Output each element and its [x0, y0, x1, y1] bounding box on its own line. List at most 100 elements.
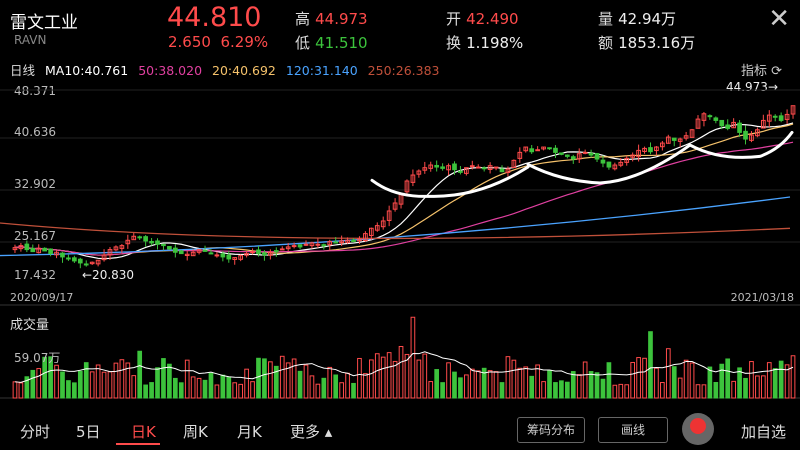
candle-body [624, 157, 630, 163]
volume-bar [36, 368, 42, 399]
volume-bar [481, 367, 487, 399]
volume-bar [250, 381, 255, 399]
record-icon [690, 418, 706, 434]
candle-body [232, 257, 238, 260]
turnover-stat: 换 1.198% [446, 32, 523, 53]
draw-line-button[interactable]: 画线 [598, 417, 668, 443]
candle-body [523, 146, 529, 152]
candle-body [458, 170, 463, 173]
record-button[interactable] [682, 413, 714, 445]
candle-body [600, 159, 606, 164]
tab-monthly-k[interactable]: 月K [237, 423, 262, 441]
candle-body [89, 261, 95, 265]
candle-body [30, 247, 36, 253]
candle-body [380, 220, 386, 228]
indicator-button[interactable]: 指标 ⟳ [740, 64, 782, 79]
candle-body [499, 168, 505, 173]
candle-body [749, 134, 754, 141]
volume-bar [303, 364, 309, 399]
volume-bar [529, 375, 535, 399]
low-stat: 低 41.510 [295, 32, 368, 53]
open-label: 开 [446, 10, 462, 28]
candle-body [339, 240, 344, 244]
volume-bar [511, 359, 517, 399]
volume-bar [357, 357, 362, 399]
volume-bar [772, 368, 778, 399]
candle-body [469, 165, 475, 168]
volume-bar [262, 358, 267, 399]
volume-label: 量 [598, 10, 614, 28]
candle-body [487, 165, 493, 171]
candle-body [529, 148, 535, 153]
volume-bar [760, 375, 766, 399]
volume-bar [48, 356, 53, 399]
candle-body [731, 121, 736, 129]
volume-bar [60, 371, 65, 399]
volume-bar [458, 377, 463, 399]
volume-title: 成交量 [10, 318, 50, 333]
candle-body [636, 149, 641, 158]
candle-body [630, 154, 636, 158]
candle-body [760, 119, 766, 129]
volume-bar [66, 380, 71, 399]
add-watchlist-button[interactable]: 加自选 [740, 423, 786, 441]
volume-bar [196, 377, 202, 399]
volume-bar [553, 382, 558, 399]
candle-body [244, 253, 249, 256]
volume-bar [392, 360, 398, 399]
candle-body [553, 147, 558, 153]
candle-body [351, 239, 356, 243]
volume-bar [226, 376, 232, 399]
candle-body [297, 244, 303, 248]
candle-body [612, 164, 618, 170]
volume-bar [725, 358, 731, 399]
volume-bar [291, 358, 297, 399]
volume-stat: 量 42.94万 [598, 8, 676, 29]
candle-body [475, 166, 481, 169]
volume-bar [618, 383, 624, 399]
volume-bar [380, 356, 386, 399]
tab-weekly-k[interactable]: 周K [183, 423, 208, 441]
candle-body [374, 225, 380, 231]
candle-body [250, 251, 255, 254]
candle-body [564, 154, 570, 157]
volume-bar [24, 376, 30, 399]
volume-tick-label: 59.07万 [14, 351, 61, 365]
volume-bar [363, 373, 368, 399]
volume-bar [143, 384, 148, 399]
candle-body [606, 161, 612, 168]
volume-bar [351, 382, 356, 399]
high-label: 高 [295, 10, 311, 28]
tab-intraday[interactable]: 分时 [20, 423, 51, 441]
volume-bar [374, 353, 380, 399]
candle-body [576, 153, 582, 160]
candle-body [648, 147, 653, 153]
stock-code: RAVN [14, 33, 47, 47]
volume-bar [790, 355, 796, 399]
volume-bar [469, 368, 475, 399]
chip-distribution-button[interactable]: 筹码分布 [517, 417, 585, 443]
stock-name: 雷文工业 [10, 13, 78, 33]
volume-bar [95, 364, 101, 399]
tab-5day[interactable]: 5日 [76, 423, 101, 441]
candle-body [707, 115, 713, 118]
candle-body [333, 241, 339, 244]
candle-body [18, 245, 24, 250]
candle-body [737, 122, 742, 133]
end-date: 2021/03/18 [730, 291, 794, 304]
tab-more[interactable]: 更多 ▴ [290, 423, 333, 441]
volume-bar [220, 374, 226, 399]
volume-bar [654, 367, 659, 399]
candle-body [42, 247, 48, 252]
ma10-label: MA10:40.761 [45, 63, 129, 78]
candle-body [285, 246, 291, 250]
turnover-value: 1.198% [466, 34, 524, 52]
tab-daily-k[interactable]: 日K [131, 423, 156, 441]
ma250-label: 250:26.383 [367, 63, 440, 78]
volume-bar [161, 358, 166, 399]
candle-body [725, 124, 731, 129]
candle-body [559, 152, 564, 155]
volume-bar [149, 382, 154, 399]
close-icon[interactable]: ✕ [768, 4, 790, 34]
